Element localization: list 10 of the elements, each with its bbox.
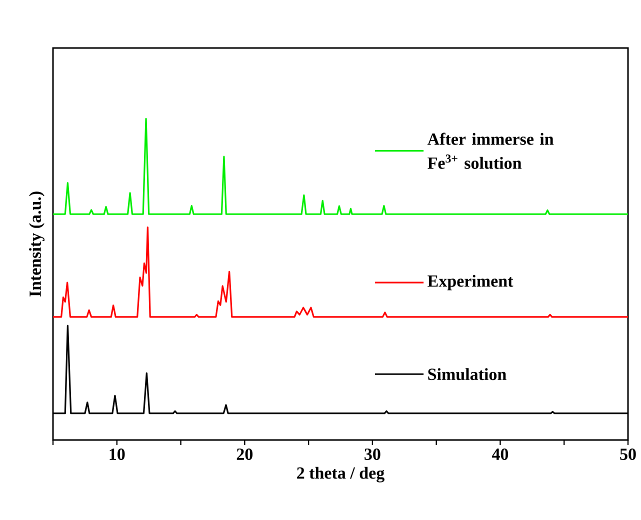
x-tick-label: 10: [110, 448, 125, 460]
legend-label: Simulation: [428, 368, 506, 380]
legend-label: After immerse in Fe$^{3+}$ solution: [427, 132, 554, 169]
x-tick-label: 20: [236, 448, 253, 460]
x-tick-label: 40: [492, 448, 508, 460]
x-tick-label: 30: [364, 448, 380, 460]
legend-label: Experiment: [428, 274, 514, 290]
y-axis-title: Intensity (a.u.): [29, 192, 44, 297]
x-axis-title: 2 theta / deg: [297, 466, 384, 482]
x-tick-label: 50: [620, 448, 636, 460]
